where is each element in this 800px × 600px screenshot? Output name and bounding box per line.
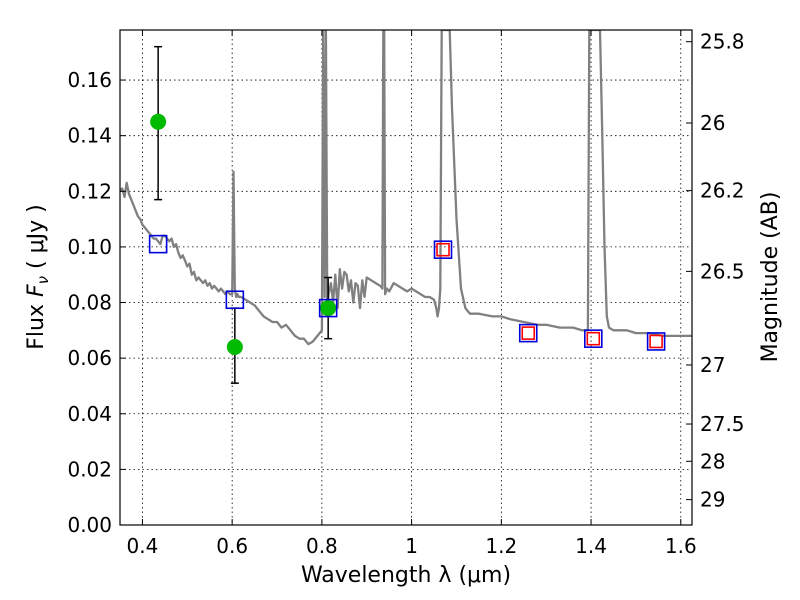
y-tick-label: 0.00 xyxy=(67,513,112,537)
model-point-blue xyxy=(433,240,453,259)
y-axis-label-prefix: Flux xyxy=(24,297,49,350)
tick-layer: 0.4 0.6 0.8 1 1.2 1.4 1.6 0.00 0.02 0.04 0.06 0.08 0… xyxy=(67,30,744,558)
y-tick-label: 0.16 xyxy=(67,68,112,92)
magnitude-axis-label: Magnitude (AB) xyxy=(758,192,783,363)
magnitude-tick-label: 26.5 xyxy=(700,259,745,283)
magnitude-tick-label: 26.2 xyxy=(700,179,745,203)
y-axis-label-subscript: ν xyxy=(34,276,52,284)
model-point-blue xyxy=(318,298,338,318)
magnitude-tick-label: 27.5 xyxy=(700,412,745,436)
x-tick-label: 0.6 xyxy=(216,534,248,558)
y-tick-label: 0.08 xyxy=(67,291,112,315)
model-point-blue xyxy=(646,332,666,351)
magnitude-tick-label: 26 xyxy=(700,111,725,135)
observed-point xyxy=(320,300,337,317)
y-tick-label: 0.14 xyxy=(67,124,112,148)
model-point-red xyxy=(436,242,450,257)
x-tick-label: 1.6 xyxy=(665,534,697,558)
model-point-blue xyxy=(584,329,603,348)
observed-point xyxy=(150,113,167,130)
x-tick-label: 1.2 xyxy=(485,534,517,558)
y-axis-label: Flux Fν ( μJy ) xyxy=(24,204,52,349)
y-axis-label-symbol: F xyxy=(24,284,49,297)
observed-point xyxy=(226,339,243,356)
y-tick-label: 0.04 xyxy=(67,402,112,426)
x-axis-label: Wavelength λ (μm) xyxy=(301,563,511,588)
x-tick-label: 1 xyxy=(405,534,418,558)
magnitude-tick-label: 29 xyxy=(700,488,725,512)
model-point-red xyxy=(586,331,601,346)
plot-frame xyxy=(119,29,693,526)
y-tick-label: 0.12 xyxy=(67,179,112,203)
y-tick-label: 0.06 xyxy=(67,346,112,370)
model-point-blue xyxy=(518,323,538,343)
photometry-layer xyxy=(148,45,666,384)
spectrum-line xyxy=(120,30,692,346)
magnitude-tick-label: 28 xyxy=(700,449,725,473)
y-axis-label-unit: ( μJy ) xyxy=(24,204,49,276)
y-tick-label: 0.02 xyxy=(67,457,112,481)
y-tick-label: 0.10 xyxy=(67,235,112,259)
model-point-blue xyxy=(225,290,245,310)
model-point-red xyxy=(649,334,663,349)
model-point-blue xyxy=(148,234,168,254)
x-tick-label: 0.8 xyxy=(306,534,338,558)
model-point-red xyxy=(521,326,536,340)
magnitude-tick-label: 25.8 xyxy=(700,30,745,54)
magnitude-tick-label: 27 xyxy=(700,353,725,377)
x-tick-label: 1.4 xyxy=(575,534,607,558)
x-tick-label: 0.4 xyxy=(127,534,159,558)
spectrum-layer xyxy=(120,30,692,346)
